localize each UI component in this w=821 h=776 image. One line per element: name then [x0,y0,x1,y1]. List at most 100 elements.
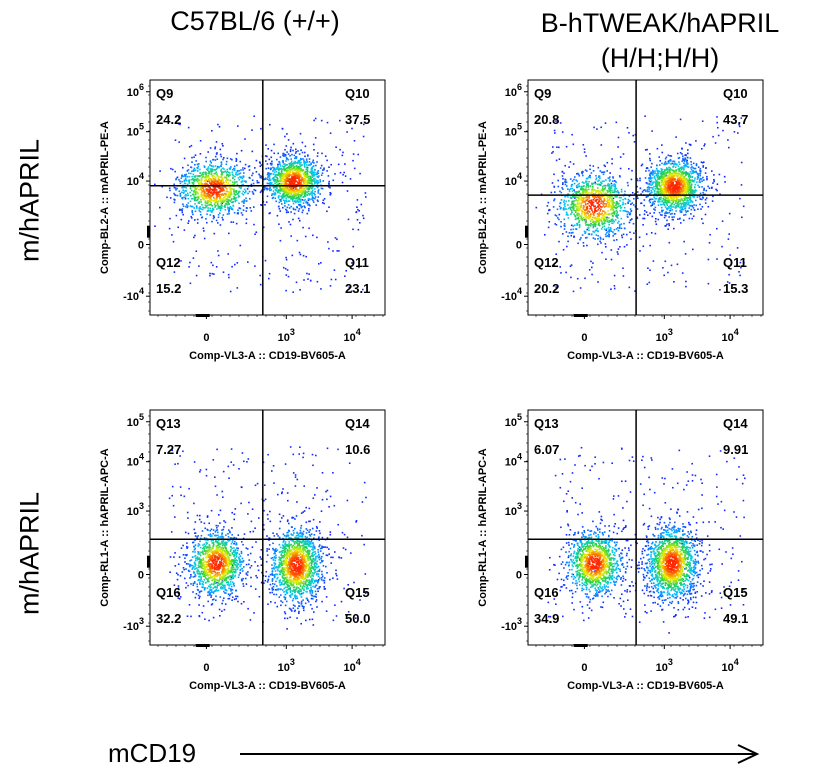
event-dot [650,184,652,186]
event-dot [578,197,581,200]
event-dot [665,188,667,191]
event-dot [233,178,236,181]
event-dot [696,178,699,181]
event-dot [707,205,710,208]
event-dot [602,201,605,204]
event-dot [595,210,597,212]
event-dot [726,281,729,283]
event-dot [289,171,292,173]
event-dot [608,202,610,204]
event-dot [639,187,642,190]
event-dot [593,195,595,197]
event-dot [307,187,310,190]
event-dot [646,167,649,169]
event-dot [221,177,224,180]
event-dot [683,197,685,200]
event-dot [677,218,679,220]
event-dot [622,267,624,269]
event-dot [227,273,230,276]
event-dot [548,221,551,223]
event-dot [627,201,630,203]
event-dot [578,213,581,215]
event-dot [301,170,303,173]
event-dot [304,198,306,201]
event-dot [217,201,219,203]
event-dot [283,189,285,192]
event-dot [610,200,612,202]
event-dot [649,192,651,195]
event-dot [201,216,204,218]
event-dot [692,172,694,174]
event-dot [690,168,693,171]
event-dot [648,188,650,190]
event-dot [577,213,580,216]
event-dot [198,265,200,267]
event-dot [664,191,666,194]
event-dot [588,229,590,232]
event-dot [679,207,682,209]
event-dot [321,172,324,174]
event-dot [623,222,625,225]
event-dot [628,212,631,214]
event-dot [279,200,282,202]
event-dot [174,170,176,173]
event-dot [684,163,686,166]
event-dot [570,185,573,188]
event-dot [607,204,610,206]
event-dot [647,186,650,188]
quadrant-name: Q10 [345,86,370,101]
event-dot [216,152,218,154]
event-dot [277,189,280,191]
event-dot [572,225,575,227]
event-dot [240,149,243,152]
event-dot [649,172,652,175]
event-dot [236,193,238,195]
event-dot [302,226,304,229]
event-dot [682,180,684,182]
event-dot [183,191,185,194]
event-dot [290,189,293,192]
event-dot [607,210,609,212]
event-dot [632,204,635,206]
event-dot [582,216,585,219]
event-dot [292,164,294,167]
event-dot [203,165,206,167]
event-dot [610,249,613,251]
event-dot [690,199,693,202]
event-dot [231,158,233,161]
event-dot [229,191,231,194]
event-dot [667,154,670,157]
event-dot [572,196,575,198]
event-dot [619,167,622,170]
event-dot [198,207,201,209]
event-dot [614,196,617,198]
event-dot [243,199,246,201]
event-dot [242,190,244,193]
event-dot [656,183,658,185]
y-axis-title: Comp-BL2-A :: mAPRIL-PE-A [99,121,111,274]
event-dot [650,180,653,182]
event-dot [664,212,666,215]
event-dot [568,189,571,191]
event-dot [586,244,588,247]
event-dot [207,177,209,179]
event-dot [626,127,629,129]
event-dot [608,189,611,191]
event-dot [314,169,316,171]
event-dot [561,187,563,189]
event-dot [330,192,332,195]
event-dot [687,152,689,155]
event-dot [272,184,274,186]
event-dot [293,192,296,195]
event-dot [671,181,673,183]
event-dot [199,206,201,208]
event-dot [680,180,682,182]
event-dot [194,219,196,221]
event-dot [321,152,323,155]
event-dot [677,168,679,171]
event-dot [308,190,310,193]
event-dot [327,241,329,243]
event-dot [599,192,602,194]
event-dot [215,196,218,199]
event-dot [663,175,666,178]
